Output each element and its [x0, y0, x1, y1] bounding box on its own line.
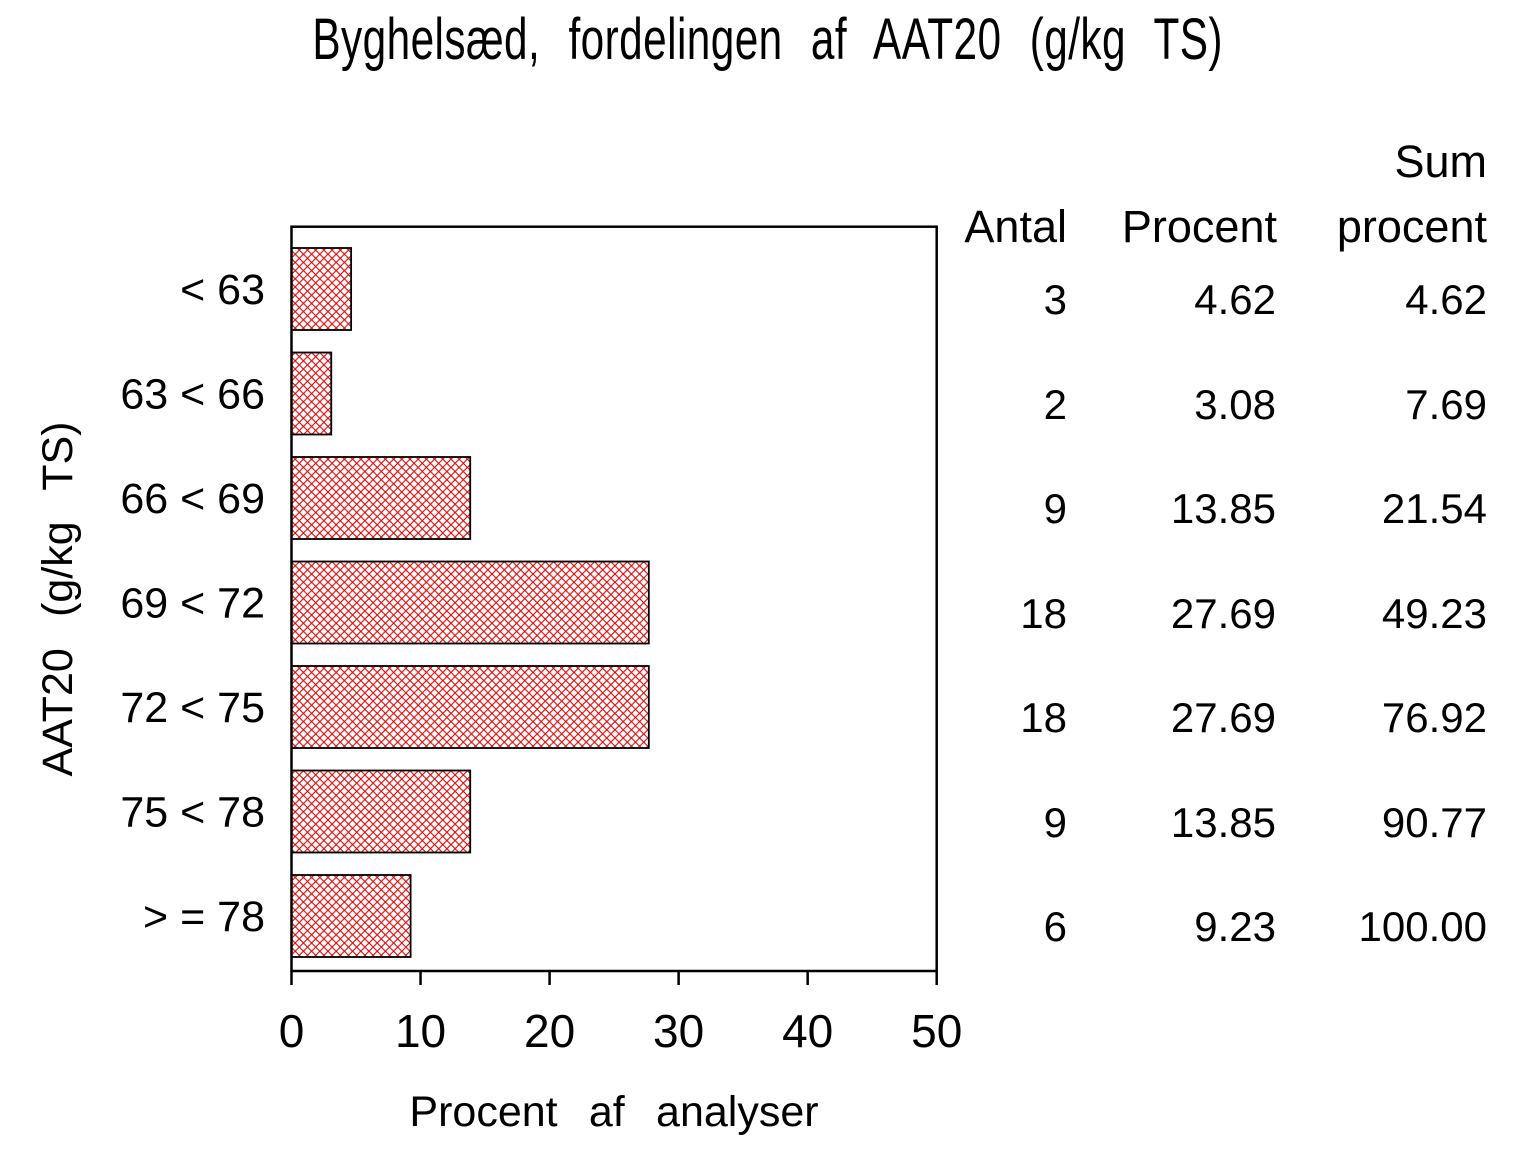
bar-0	[290, 247, 353, 331]
bar-6	[290, 874, 412, 958]
x-tick-label-40: 40	[782, 1005, 833, 1057]
chart-title: Byghelsæd, fordelingen af AAT20 (g/kg TS…	[0, 8, 1536, 72]
x-tick-label-20: 20	[524, 1005, 575, 1057]
table-cell-procent-row3: 27.69	[1170, 589, 1276, 637]
table-cell-antal-row1: 2	[1043, 380, 1067, 428]
category-labels-group: < 63 63 < 66 66 < 69 69 < 72 72 < 75 75 < 78 >…	[120, 266, 265, 941]
table-cell-antal-row5: 9	[1043, 798, 1067, 846]
table-header-antal: Antal	[964, 201, 1067, 252]
chart-title-text: Byghelsæd, fordelingen af AAT20 (g/kg TS…	[312, 7, 1224, 72]
table-cell-antal-row0: 3	[1043, 276, 1067, 323]
category-label-3: 69 < 72	[120, 580, 265, 628]
table-cell-sum-procent-row3: 49.23	[1381, 589, 1487, 637]
plot-frame-group	[290, 225, 938, 973]
table-header-sum-line1: Sum	[1394, 136, 1487, 187]
category-label-5: 75 < 78	[120, 789, 265, 837]
table-cell-sum-procent-row1: 7.69	[1405, 380, 1487, 428]
bar-4	[290, 665, 650, 749]
table-cell-procent-row6: 9.23	[1194, 903, 1276, 950]
table-cell-procent-row4: 27.69	[1170, 694, 1276, 741]
table-cell-procent-row1: 3.08	[1194, 380, 1276, 428]
bar-3	[290, 560, 650, 645]
x-tick-label-50: 50	[911, 1005, 962, 1057]
table-cell-antal-row3: 18	[1020, 589, 1067, 637]
bar-1	[290, 351, 333, 436]
category-label-6: > = 78	[143, 893, 265, 941]
table-cell-procent-row2: 13.85	[1170, 485, 1276, 532]
x-axis-title: Procent af analyser	[409, 1088, 819, 1136]
bars-group	[290, 247, 650, 958]
x-axis-ticks-group	[290, 971, 938, 985]
category-label-0: < 63	[180, 266, 265, 314]
x-tick-label-30: 30	[653, 1005, 704, 1057]
table-cell-antal-row6: 6	[1043, 903, 1067, 950]
table-cell-antal-row4: 18	[1020, 694, 1067, 741]
table-cell-sum-procent-row4: 76.92	[1381, 694, 1487, 741]
table-cell-procent-row0: 4.62	[1194, 276, 1276, 323]
x-tick-label-0: 0	[279, 1005, 305, 1057]
bar-5	[290, 769, 472, 854]
table-header-sum-line2: procent	[1336, 201, 1487, 252]
table-cell-sum-procent-row6: 100.00	[1358, 903, 1487, 950]
table-cell-sum-procent-row5: 90.77	[1381, 798, 1487, 846]
table-cell-procent-row5: 13.85	[1170, 798, 1276, 846]
category-label-2: 66 < 69	[120, 475, 265, 523]
category-label-1: 63 < 66	[120, 371, 265, 419]
plot-frame	[290, 225, 938, 973]
bar-2	[290, 456, 472, 540]
category-label-4: 72 < 75	[120, 684, 265, 732]
table-header-procent: Procent	[1121, 201, 1277, 252]
table-cell-sum-procent-row0: 4.62	[1405, 276, 1487, 323]
x-axis-tick-labels-group: 0 10 20 30 40 50	[279, 1005, 963, 1057]
table-cell-sum-procent-row2: 21.54	[1381, 485, 1487, 532]
table-cell-antal-row2: 9	[1043, 485, 1067, 532]
x-tick-label-10: 10	[395, 1005, 446, 1057]
